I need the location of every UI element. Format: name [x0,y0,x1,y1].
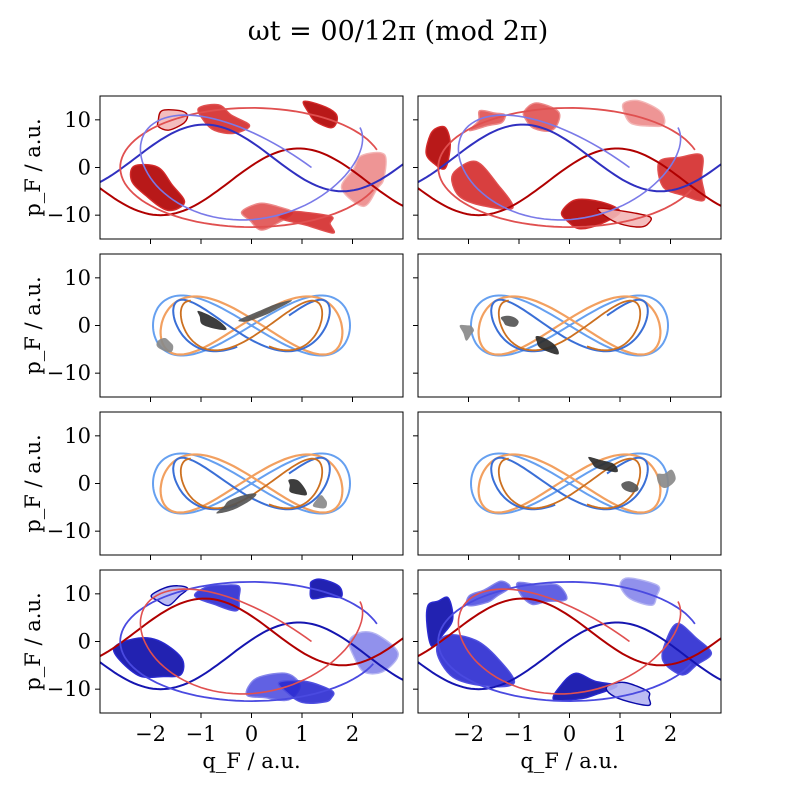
y-tick-label: 10 [64,424,91,448]
trajectory-cloud [535,336,559,355]
infinity-curve [172,456,331,511]
y-tick-label: −10 [47,203,91,227]
boundary-curve [119,580,378,703]
plot-area [469,452,676,515]
trajectory-cloud [621,481,639,493]
y-tick-label: 0 [78,630,91,654]
trajectory-cloud [312,495,328,509]
x-tick-label: −1 [186,722,217,746]
x-tick-label: −1 [504,722,535,746]
infinity-curve [497,299,642,352]
x-tick-label: 2 [664,722,677,746]
infinity-curve [490,298,649,353]
plot-area [151,452,352,515]
y-tick-label: 0 [78,472,91,496]
plot-area [100,578,403,704]
plot-area [151,294,352,357]
trajectory-cloud [302,100,339,129]
trajectory-cloud [238,300,293,322]
x-axis-label: q_F / a.u. [520,749,618,773]
x-tick-label: 1 [295,722,308,746]
panel-2-0: −10 0 10 p_F / a.u. [21,411,404,560]
x-tick-label: 1 [613,722,626,746]
x-tick-label: −2 [453,722,484,746]
y-tick-label: 0 [78,156,91,180]
infinity-curve [469,452,670,515]
infinity-curve [179,457,324,510]
infinity-curve [469,294,670,357]
y-tick-label: 10 [64,582,91,606]
figure-title: ωt = 00/12π (mod 2π) [248,16,549,47]
separatrix-curve [100,597,403,667]
boundary-curve [139,588,364,695]
trajectory-cloud [657,153,706,202]
y-axis-label: p_F / a.u. [21,592,45,690]
boundary-curve [119,106,378,229]
trajectory-cloud [216,493,257,514]
infinity-curve [490,456,649,511]
trajectory-cloud [240,202,294,231]
y-axis-label: p_F / a.u. [21,276,45,374]
trajectory-cloud [197,310,227,331]
trajectory-cloud [156,337,174,353]
y-tick-label: 10 [64,266,91,290]
separatrix-curve [100,147,403,217]
trajectory-cloud [425,125,452,170]
panel-3-1: −2 −1 0 1 2 q_F / a.u. [413,569,722,773]
y-axis-label: p_F / a.u. [21,434,45,532]
infinity-curve [151,452,352,515]
boundary-curve [457,588,682,695]
trajectory-cloud [621,99,666,128]
separatrix-curve [100,621,403,691]
plot-area [459,294,670,357]
trajectory-cloud [309,578,343,600]
separatrix-curve [418,621,721,691]
panel-0-1 [413,95,722,244]
separatrix-curve [418,597,721,667]
y-tick-label: −10 [47,677,91,701]
x-tick-label: 0 [563,722,576,746]
x-tick-label: −2 [135,722,166,746]
trajectory-cloud [459,324,474,341]
trajectory-cloud [450,160,514,211]
trajectory-cloud [588,456,618,473]
plot-area [100,100,403,234]
trajectory-cloud [661,622,713,676]
infinity-curve [497,457,642,510]
x-axis-label: q_F / a.u. [202,749,300,773]
separatrix-curve [418,147,721,217]
trajectory-cloud [425,596,454,648]
panel-1-1 [413,253,722,402]
separatrix-curve [418,123,721,193]
boundary-curve [139,114,364,221]
trajectory-cloud [560,198,621,230]
y-tick-label: −10 [47,519,91,543]
infinity-curve [172,298,331,353]
trajectory-cloud [245,672,301,702]
panel-1-0: −10 0 10 p_F / a.u. [21,253,404,402]
boundary-curve [437,106,696,229]
boundary-curve [457,114,682,221]
panel-2-1 [413,411,722,560]
infinity-curve [179,299,324,352]
x-tick-label: 2 [346,722,359,746]
y-tick-label: −10 [47,361,91,385]
y-tick-label: 10 [64,108,91,132]
x-tick-label: 0 [245,722,258,746]
plot-area [418,577,721,707]
separatrix-curve [100,123,403,193]
trajectory-cloud [656,469,676,489]
trajectory-cloud [348,630,399,675]
plot-area [418,99,721,230]
y-tick-label: 0 [78,314,91,338]
panel-0-0: −10 0 10 p_F / a.u. [21,95,404,244]
y-axis-label: p_F / a.u. [21,118,45,216]
boundary-curve [437,580,696,703]
trajectory-cloud [288,479,308,496]
trajectory-cloud [500,315,519,327]
